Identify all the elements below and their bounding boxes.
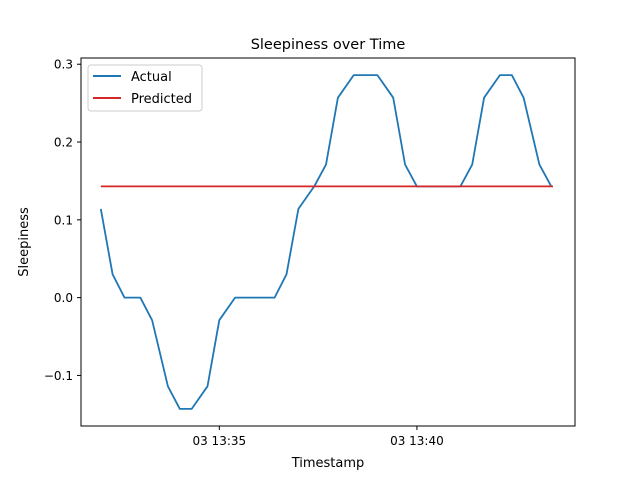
x-tick-label: 03 13:35 bbox=[192, 434, 246, 448]
series-group bbox=[99, 74, 553, 410]
y-tick-label: 0.2 bbox=[54, 136, 73, 150]
y-tick-label: 0.1 bbox=[54, 213, 73, 227]
x-axis-ticks: 03 13:35 03 13:40 bbox=[192, 426, 444, 448]
legend-label-actual: Actual bbox=[131, 70, 172, 85]
y-tick-label: −0.1 bbox=[44, 369, 73, 383]
y-tick-label: 0.3 bbox=[54, 58, 73, 72]
axes-frame bbox=[80, 57, 576, 427]
legend-label-predicted: Predicted bbox=[131, 92, 192, 107]
legend: Actual Predicted bbox=[87, 64, 203, 112]
chart-title: Sleepiness over Time bbox=[251, 37, 406, 53]
series-line-actual bbox=[99, 74, 553, 410]
y-axis-label: Sleepiness bbox=[17, 207, 32, 277]
y-axis-ticks: −0.1 0.0 0.1 0.2 0.3 bbox=[44, 58, 81, 383]
x-axis-label: Timestamp bbox=[291, 456, 365, 471]
x-tick-label: 03 13:40 bbox=[390, 434, 444, 448]
y-tick-label: 0.0 bbox=[54, 291, 73, 305]
